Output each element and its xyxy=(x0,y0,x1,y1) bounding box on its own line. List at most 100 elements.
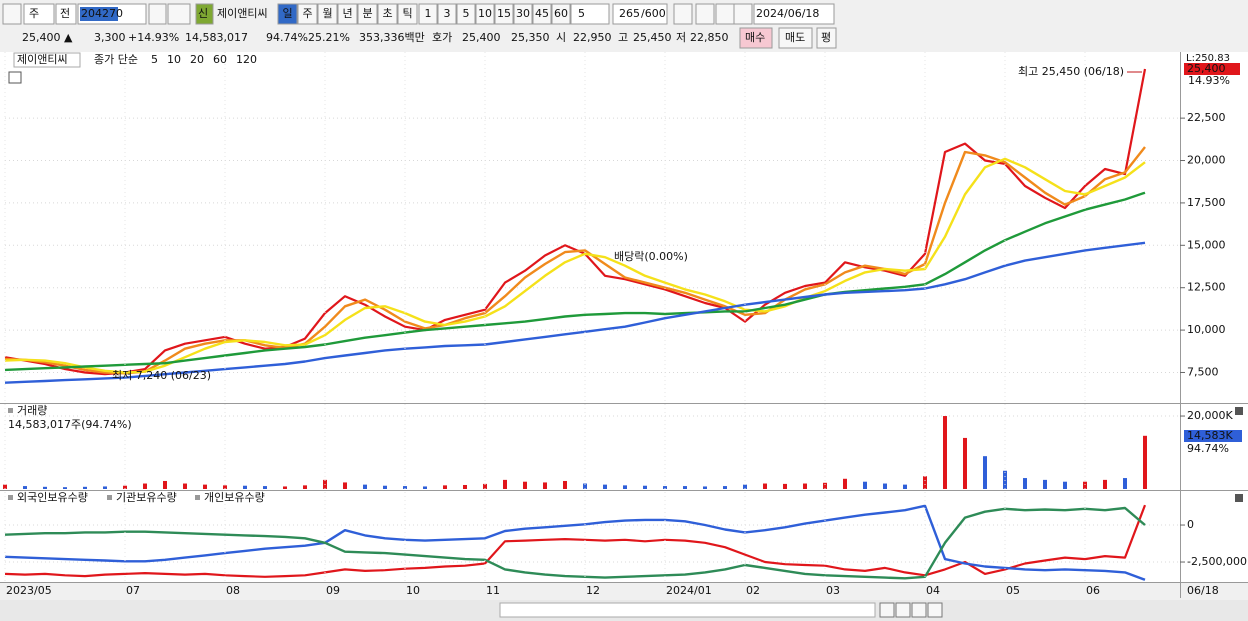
interval-text[interactable]: 3 xyxy=(444,7,451,20)
y-tick-label: 0 xyxy=(1187,518,1194,531)
interval-button[interactable] xyxy=(494,3,514,25)
nav-button[interactable] xyxy=(879,602,895,618)
period-button[interactable] xyxy=(337,3,358,25)
x-tick-label: 12 xyxy=(586,584,600,597)
info-high: 25,450 xyxy=(633,31,672,44)
y-tick-label: 17,500 xyxy=(1187,196,1226,209)
volume-bar xyxy=(443,485,447,489)
period-select-text[interactable]: 주 xyxy=(29,7,39,20)
volume-bar xyxy=(183,483,187,489)
interval-text[interactable]: 10 xyxy=(478,7,492,20)
volume-bar xyxy=(203,484,207,489)
scale-label: L:250.83 xyxy=(1186,53,1230,64)
avg-text[interactable]: 평 xyxy=(821,31,831,44)
nav-button[interactable] xyxy=(911,602,927,618)
buy-button[interactable] xyxy=(739,27,773,49)
compare-button[interactable] xyxy=(55,3,77,25)
series-line xyxy=(4,504,1147,578)
tool-button[interactable] xyxy=(715,3,735,25)
interval-text[interactable]: 30 xyxy=(516,7,530,20)
y-tick-label: 10,000 xyxy=(1187,323,1226,336)
period-button[interactable] xyxy=(317,3,338,25)
count-input[interactable] xyxy=(612,3,668,25)
volume-bar xyxy=(543,482,547,489)
legend-entry: 60 xyxy=(213,53,227,66)
tool-button[interactable] xyxy=(695,3,715,25)
nav-button[interactable] xyxy=(895,602,911,618)
buy-text[interactable]: 매수 xyxy=(745,31,765,44)
volume-bar xyxy=(823,482,827,489)
menu-icon[interactable] xyxy=(2,3,22,25)
interval-button[interactable] xyxy=(418,3,438,25)
period-button[interactable] xyxy=(277,3,298,25)
period-button[interactable] xyxy=(377,3,398,25)
interval-button[interactable] xyxy=(532,3,552,25)
pane-marker xyxy=(8,408,13,413)
interval-button[interactable] xyxy=(475,3,495,25)
interval-text[interactable]: 1 xyxy=(425,7,432,20)
badge[interactable] xyxy=(195,3,214,25)
period-button[interactable] xyxy=(397,3,418,25)
info-open: 22,950 xyxy=(573,31,612,44)
period-text[interactable]: 분 xyxy=(362,7,372,20)
volume-bar xyxy=(703,486,707,489)
interval-select[interactable] xyxy=(570,3,610,25)
table-icon xyxy=(8,71,22,84)
search-button[interactable] xyxy=(148,3,167,25)
interval-button[interactable] xyxy=(456,3,476,25)
legend-entry: 10 xyxy=(167,53,181,66)
volume-bar xyxy=(303,485,307,489)
pane-close[interactable] xyxy=(1235,494,1243,502)
volume-bar xyxy=(1023,478,1027,489)
count-text[interactable]: 265 xyxy=(619,7,640,20)
period-text[interactable]: 일 xyxy=(282,6,292,20)
compare-text[interactable]: 전 xyxy=(60,7,70,20)
code-text[interactable]: 204270 xyxy=(81,7,123,20)
interval-button[interactable] xyxy=(513,3,533,25)
date-text[interactable]: 2024/06/18 xyxy=(756,7,819,20)
nav-button[interactable] xyxy=(927,602,943,618)
period-text[interactable]: 초 xyxy=(382,7,392,20)
info-low: 22,850 xyxy=(690,31,729,44)
volume-bar xyxy=(383,485,387,489)
tool-button[interactable] xyxy=(673,3,693,25)
x-tick-label: 11 xyxy=(486,584,500,597)
legend-entry: 120 xyxy=(236,53,257,66)
period-button[interactable] xyxy=(357,3,378,25)
period-text[interactable]: 년 xyxy=(342,7,352,20)
sound-button[interactable] xyxy=(167,3,191,25)
date-input[interactable] xyxy=(753,3,835,25)
volume-bar xyxy=(503,479,507,489)
avg-button[interactable] xyxy=(816,27,837,49)
interval-button[interactable] xyxy=(437,3,457,25)
volume-bar xyxy=(403,486,407,489)
pane-close[interactable] xyxy=(1235,407,1243,415)
volume-subtitle: 14,583,017주(94.74%) xyxy=(8,418,132,431)
last-change: 14.93% xyxy=(1188,74,1230,87)
info-volume: 14,583,017 xyxy=(185,31,248,44)
x-tick-label: 08 xyxy=(226,584,240,597)
interval-text[interactable]: 5 xyxy=(463,7,470,20)
interval-text[interactable]: 60 xyxy=(554,7,568,20)
interval-button[interactable] xyxy=(551,3,571,25)
period-text[interactable]: 틱 xyxy=(402,7,412,20)
series-line xyxy=(4,504,1146,581)
interval-select-text[interactable]: 5 xyxy=(578,7,585,20)
y-tick-label: 20,000K xyxy=(1187,409,1233,422)
period-text[interactable]: 월 xyxy=(322,7,332,20)
tool-button[interactable] xyxy=(733,3,753,25)
volume-bar xyxy=(583,483,587,489)
volume-bar xyxy=(663,486,667,489)
series-line xyxy=(4,157,1146,374)
info-quote-label: 호가 xyxy=(432,31,452,44)
sell-button[interactable] xyxy=(778,27,813,49)
period-select[interactable] xyxy=(23,3,55,25)
sell-text[interactable]: 매도 xyxy=(785,31,805,44)
period-button[interactable] xyxy=(297,3,318,25)
volume-bar xyxy=(563,480,567,489)
interval-text[interactable]: 45 xyxy=(535,7,549,20)
scroll-thumb[interactable] xyxy=(499,602,876,618)
period-text[interactable]: 주 xyxy=(302,7,312,20)
volume-bar xyxy=(163,480,167,489)
interval-text[interactable]: 15 xyxy=(497,7,511,20)
